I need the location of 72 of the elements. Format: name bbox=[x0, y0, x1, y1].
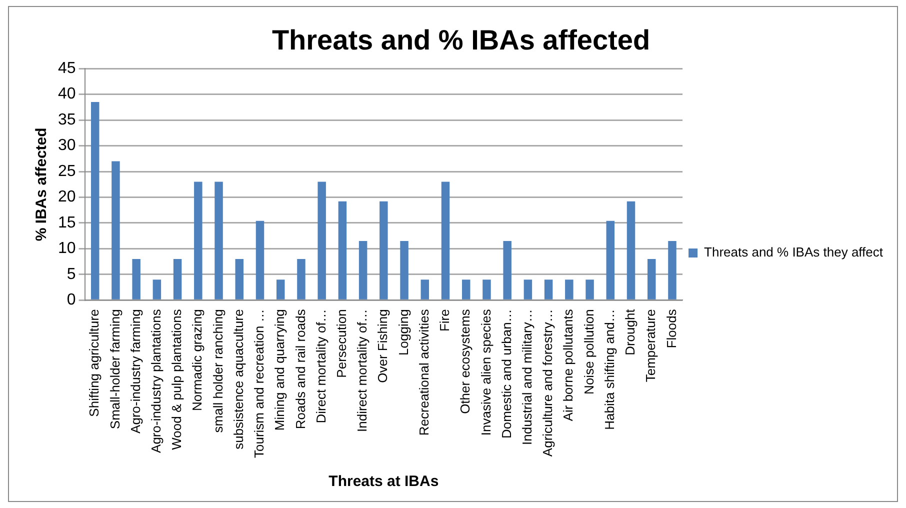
bar bbox=[441, 182, 450, 300]
y-tick-label: 25 bbox=[58, 162, 76, 180]
y-tick-label: 10 bbox=[58, 240, 76, 258]
y-tick-label: 40 bbox=[58, 86, 76, 103]
bar bbox=[586, 280, 594, 300]
bar bbox=[606, 220, 615, 300]
bar bbox=[626, 201, 636, 300]
bar bbox=[256, 220, 264, 300]
bar bbox=[524, 280, 532, 300]
legend-label: Threats and % IBAs they affect bbox=[704, 244, 884, 260]
bar bbox=[338, 201, 347, 300]
bar bbox=[132, 258, 140, 300]
bar bbox=[565, 280, 574, 300]
bar bbox=[318, 182, 326, 300]
y-tick-label: 0 bbox=[66, 292, 76, 309]
x-tick-label: Drought bbox=[622, 308, 638, 356]
x-tick-label: Other ecosystems bbox=[458, 308, 473, 414]
bar bbox=[420, 280, 430, 300]
bar bbox=[173, 258, 182, 300]
y-axis-title: % IBAs affected bbox=[33, 128, 50, 242]
bar bbox=[214, 182, 223, 300]
bar bbox=[90, 102, 100, 300]
x-tick-label: Over Fishing bbox=[375, 309, 390, 383]
x-tick-label: Wood & pulp plantations bbox=[169, 308, 184, 450]
x-tick-label: Indirect mortality of… bbox=[354, 309, 370, 432]
x-tick-label: Recreational activities bbox=[416, 308, 432, 436]
x-tick-label: Agriculture and forestry… bbox=[540, 309, 556, 457]
x-tick-label: Small-holder farming bbox=[107, 309, 122, 430]
bar bbox=[462, 280, 470, 300]
x-tick-label: Air borne pollutants bbox=[560, 308, 576, 422]
y-tick-label: 35 bbox=[58, 111, 76, 128]
y-tick-label: 20 bbox=[58, 188, 76, 206]
x-tick-label: Fire bbox=[437, 309, 452, 332]
bar bbox=[276, 280, 285, 300]
bar bbox=[235, 258, 244, 300]
y-tick-label: 45 bbox=[58, 60, 76, 78]
x-axis-title: Threats at IBAs bbox=[328, 473, 439, 490]
bar bbox=[482, 280, 491, 300]
x-tick-label: Direct mortality of… bbox=[313, 309, 328, 424]
x-tick-label: Normadic grazing bbox=[190, 309, 205, 412]
bar bbox=[544, 280, 553, 300]
x-tick-label: Shifting agriculture bbox=[86, 309, 102, 417]
x-tick-label: Temperature bbox=[643, 309, 658, 382]
x-tick-label: Roads and rail roads bbox=[292, 308, 308, 430]
x-tick-label: Logging bbox=[396, 309, 411, 356]
chart-title: Threats and % IBAs affected bbox=[272, 24, 650, 56]
x-tick-label: Persecution bbox=[334, 309, 350, 378]
y-tick-label: 5 bbox=[66, 266, 76, 283]
x-tick-label: Domestic and urban… bbox=[498, 309, 514, 439]
bar bbox=[668, 240, 676, 300]
bar bbox=[152, 280, 162, 300]
x-tick-label: Floods bbox=[664, 308, 679, 348]
x-tick-label: Mining and quarrying bbox=[272, 309, 288, 431]
x-tick-label: small holder ranching bbox=[210, 309, 226, 433]
bar bbox=[297, 258, 306, 300]
bar bbox=[647, 258, 656, 300]
x-tick-label: Agro-industry plantations bbox=[148, 308, 164, 453]
bar bbox=[358, 240, 368, 300]
bar bbox=[400, 240, 408, 300]
bar bbox=[112, 161, 120, 300]
bar bbox=[380, 201, 388, 300]
x-tick-label: Habita shifting and… bbox=[602, 309, 617, 430]
bar bbox=[194, 182, 202, 300]
bar bbox=[503, 240, 512, 300]
x-tick-label: Invasive alien species bbox=[478, 308, 494, 436]
x-tick-label: Noise pollution bbox=[581, 309, 596, 394]
x-tick-label: Agro-industry farming bbox=[128, 309, 143, 434]
x-tick-label: Industrial and military… bbox=[520, 309, 535, 445]
y-tick-label: 30 bbox=[58, 137, 76, 154]
y-tick-label: 15 bbox=[58, 214, 76, 232]
x-tick-label: Tourism and recreation … bbox=[252, 309, 267, 458]
x-tick-label: subsistence aquaculture bbox=[230, 309, 246, 450]
